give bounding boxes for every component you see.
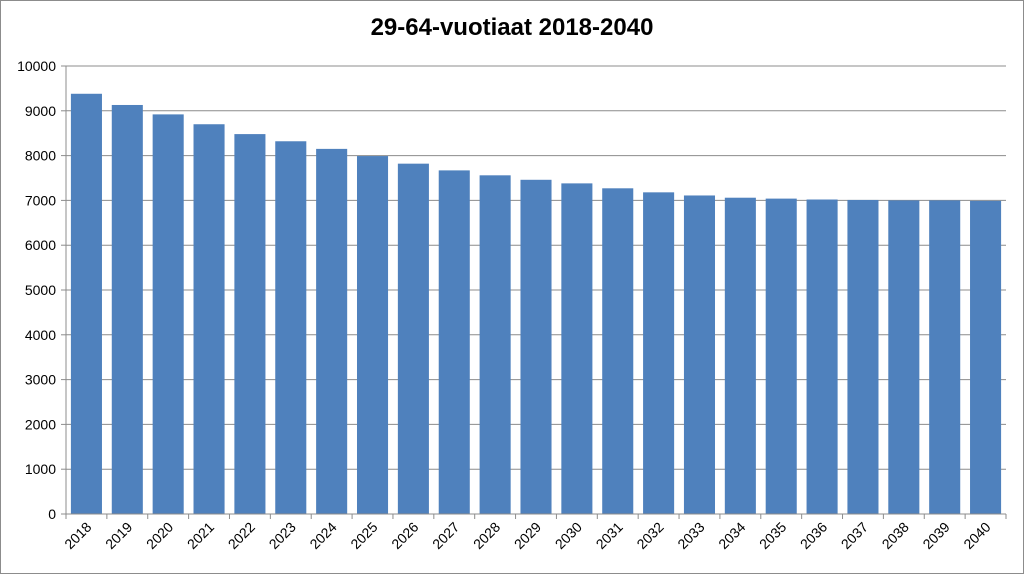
- bar-2019: [111, 104, 143, 514]
- y-tick-label: 4000: [25, 327, 56, 343]
- y-tick-label: 5000: [25, 282, 56, 298]
- y-tick-label: 10000: [17, 58, 56, 74]
- x-tick-label: 2037: [838, 519, 871, 552]
- bar-2027: [438, 170, 470, 514]
- bar-2028: [479, 175, 511, 514]
- x-tick-label: 2033: [674, 519, 707, 552]
- x-tick-label: 2021: [184, 519, 217, 552]
- x-tick-label: 2025: [347, 519, 380, 552]
- x-tick-label: 2019: [102, 519, 135, 552]
- x-tick-label: 2030: [552, 519, 585, 552]
- x-tick-label: 2018: [61, 519, 94, 552]
- x-tick-label: 2022: [225, 519, 258, 552]
- bar-2018: [70, 93, 102, 514]
- y-tick-label: 1000: [25, 461, 56, 477]
- bar-2034: [724, 197, 756, 514]
- x-tick-label: 2028: [470, 519, 503, 552]
- x-tick-label: 2024: [306, 519, 339, 552]
- y-tick-label: 2000: [25, 416, 56, 432]
- bar-2025: [356, 156, 389, 514]
- x-tick-label: 2026: [388, 519, 421, 552]
- x-tick-label: 2032: [633, 519, 666, 552]
- axes: [61, 65, 1007, 519]
- bar-2036: [806, 199, 838, 514]
- bar-2022: [234, 134, 266, 514]
- chart-title: 29-64-vuotiaat 2018-2040: [370, 14, 654, 41]
- bars: [70, 93, 1002, 515]
- bar-2032: [643, 192, 675, 514]
- bar-2038: [888, 200, 920, 514]
- bar-2029: [520, 179, 552, 515]
- x-tick-label: 2034: [715, 519, 748, 552]
- x-tick-label: 2038: [879, 519, 912, 552]
- bar-2024: [316, 148, 348, 514]
- y-tick-label: 0: [48, 506, 56, 522]
- x-tick-label: 2039: [919, 519, 952, 552]
- bar-2040: [970, 200, 1002, 514]
- y-tick-label: 3000: [25, 372, 56, 388]
- x-tick-label: 2020: [143, 519, 176, 552]
- y-tick-label: 7000: [25, 192, 56, 208]
- y-tick-label: 8000: [25, 148, 56, 164]
- x-tick-label: 2036: [797, 519, 830, 552]
- x-tick-label: 2040: [960, 519, 993, 552]
- bar-2035: [765, 198, 797, 514]
- bar-2037: [847, 199, 879, 514]
- bar-2033: [683, 195, 716, 515]
- x-tick-label: 2029: [511, 519, 544, 552]
- bar-2026: [397, 163, 429, 514]
- x-tick-label: 2027: [429, 519, 462, 552]
- bar-2020: [152, 114, 184, 514]
- x-tick-label: 2035: [756, 519, 789, 552]
- x-tick-label: 2023: [266, 519, 299, 552]
- bar-2021: [193, 124, 225, 515]
- bar-2039: [929, 200, 961, 514]
- bar-2030: [561, 183, 593, 514]
- y-tick-label: 6000: [25, 237, 56, 253]
- x-tick-label: 2031: [593, 519, 626, 552]
- y-tick-label: 9000: [25, 103, 56, 119]
- bar-2031: [602, 188, 634, 514]
- bar-2023: [275, 141, 307, 514]
